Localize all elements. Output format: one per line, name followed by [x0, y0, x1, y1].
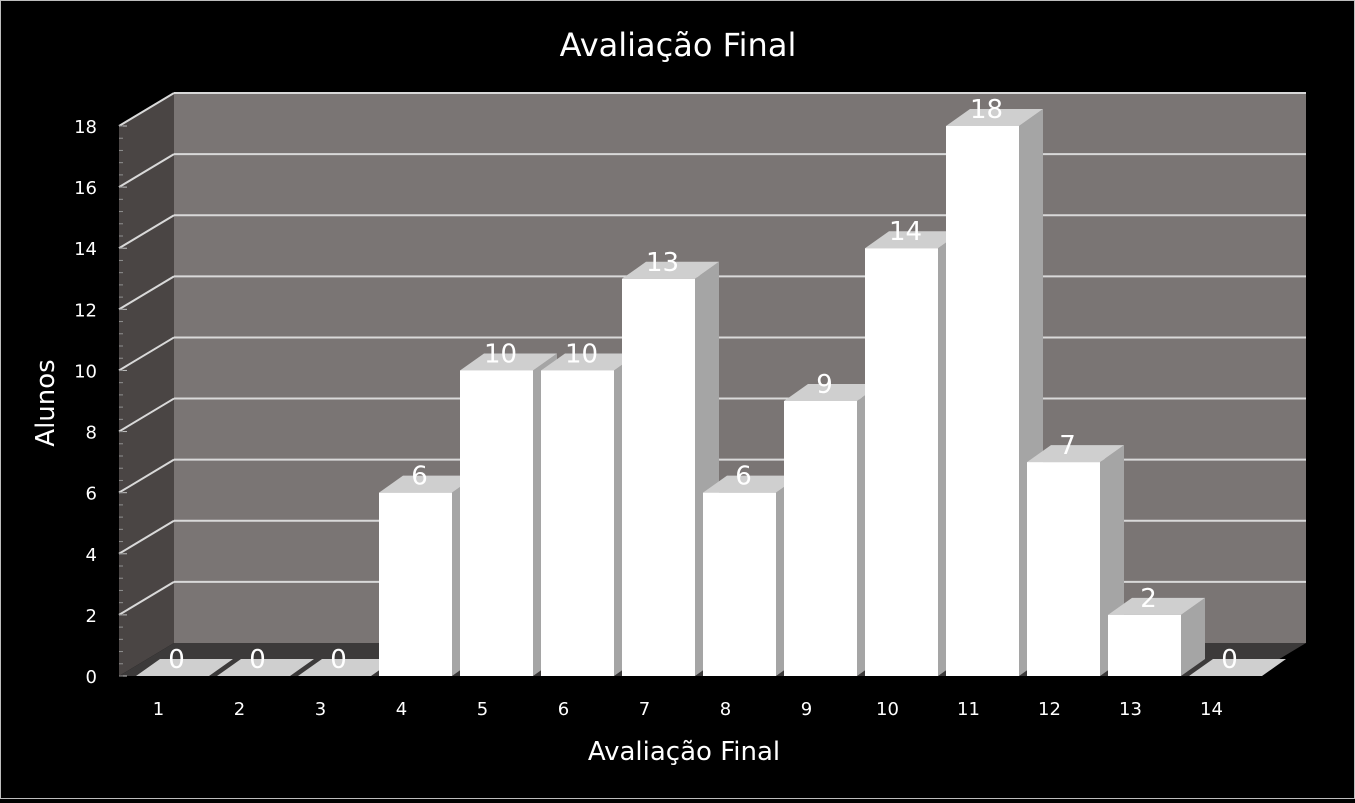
x-tick-label: 14 — [1200, 699, 1223, 720]
bar-front — [703, 492, 776, 676]
data-label: 7 — [1059, 431, 1076, 461]
x-tick-label: 5 — [477, 699, 488, 720]
y-tick-label: 10 — [74, 361, 97, 382]
y-tick-label: 4 — [86, 545, 97, 566]
data-label: 9 — [816, 370, 833, 400]
x-tick-label: 12 — [1038, 699, 1061, 720]
chart-title: Avaliação Final — [560, 26, 797, 64]
x-tick-label: 8 — [720, 699, 731, 720]
bar — [136, 659, 233, 676]
x-tick-label: 11 — [957, 699, 980, 720]
bar-top — [1189, 659, 1286, 676]
data-label: 13 — [646, 248, 679, 278]
gridline-side — [118, 336, 175, 372]
gridline-side — [118, 92, 175, 127]
gridline-side — [118, 214, 175, 250]
data-label: 6 — [735, 462, 752, 492]
bar-top — [217, 659, 314, 676]
x-tick-label: 2 — [234, 699, 245, 720]
x-tick-label: 7 — [639, 699, 650, 720]
bar-top — [622, 261, 719, 279]
x-axis-title: Avaliação Final — [588, 737, 780, 767]
bars — [136, 109, 1286, 676]
bar-top — [1108, 597, 1205, 615]
bar — [217, 659, 314, 676]
y-axis-title: Alunos — [31, 359, 61, 446]
bar-front — [865, 248, 938, 676]
data-label: 10 — [484, 339, 517, 369]
y-tick-label: 12 — [74, 300, 97, 321]
x-tick-label: 1 — [153, 699, 164, 720]
data-label: 0 — [330, 645, 347, 675]
bar-top — [946, 109, 1043, 126]
y-tick-label: 16 — [74, 178, 97, 199]
data-label: 2 — [1140, 584, 1157, 614]
bar-top — [865, 231, 962, 249]
gridline-side — [118, 275, 175, 311]
gridline-side — [118, 153, 175, 188]
y-tick-label: 2 — [86, 606, 97, 627]
x-tick-label: 9 — [801, 699, 812, 720]
gridline-side — [118, 458, 175, 494]
gridline-side — [118, 581, 175, 616]
y-tick-label: 0 — [86, 667, 97, 688]
bar-top — [298, 659, 395, 676]
bar — [298, 659, 395, 676]
data-label: 14 — [889, 217, 922, 247]
bar — [1189, 659, 1286, 676]
data-label: 0 — [249, 645, 266, 675]
y-tick-label: 18 — [74, 117, 97, 138]
side-wall — [119, 93, 174, 676]
bar — [946, 109, 1043, 676]
bar-front — [946, 126, 1019, 676]
y-tick-label: 8 — [86, 423, 97, 444]
bar — [1108, 597, 1205, 676]
bar-front — [541, 370, 614, 676]
bar-top — [541, 353, 638, 371]
data-label: 6 — [411, 462, 428, 492]
bar-front — [1108, 614, 1181, 676]
y-axis-ticks: 0 2 4 6 8 10 12 14 16 18 — [74, 117, 127, 688]
gridline-side — [118, 397, 175, 433]
x-tick-label: 6 — [558, 699, 569, 720]
bar-front — [784, 401, 857, 676]
bar-top — [460, 353, 557, 371]
data-labels: 0 0 0 6 10 10 13 6 9 14 18 7 2 0 — [168, 95, 1238, 675]
y-tick-label: 14 — [74, 239, 97, 260]
data-label: 18 — [970, 95, 1003, 125]
x-tick-label: 13 — [1119, 699, 1142, 720]
x-tick-label: 3 — [315, 699, 326, 720]
x-tick-label: 10 — [876, 699, 899, 720]
bar-top — [703, 475, 800, 493]
data-label: 10 — [565, 339, 598, 369]
bar-top — [136, 659, 233, 676]
x-tick-label: 4 — [396, 699, 407, 720]
bar-top — [379, 475, 476, 493]
bar-top — [784, 384, 881, 401]
y-tick-label: 6 — [86, 484, 97, 505]
bar-front — [622, 278, 695, 676]
gridline-side — [118, 519, 175, 555]
data-label: 0 — [168, 645, 185, 675]
bar-front — [379, 492, 452, 676]
data-label: 0 — [1221, 645, 1238, 675]
bar-side — [1181, 597, 1205, 676]
bar-front — [460, 370, 533, 676]
x-axis-ticks: 1 2 3 4 5 6 7 8 9 10 11 12 13 14 — [153, 699, 1223, 720]
bar-top — [1027, 445, 1124, 463]
bar-front — [1027, 462, 1100, 676]
